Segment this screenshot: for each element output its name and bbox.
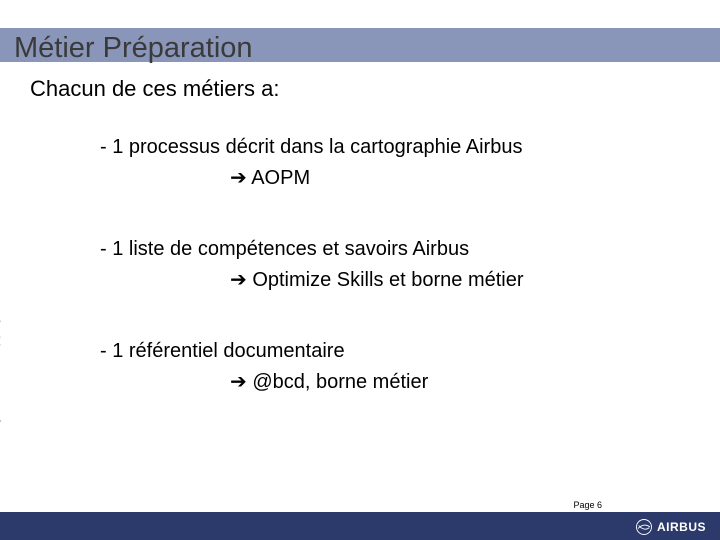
copyright-vertical: © AIRBUS FRANCE S.A.S. All rights reserv…	[0, 293, 2, 500]
page-number: Page 6	[573, 500, 602, 510]
bullet-3-arrow: ➔ @bcd, borne métier	[100, 369, 660, 394]
body-area: - 1 processus décrit dans la cartographi…	[100, 136, 660, 394]
bullet-block-3: - 1 référentiel documentaire ➔ @bcd, bor…	[100, 340, 660, 394]
bullet-block-2: - 1 liste de compétences et savoirs Airb…	[100, 238, 660, 292]
bullet-1-arrow: ➔ AOPM	[100, 165, 660, 190]
bullet-block-1: - 1 processus décrit dans la cartographi…	[100, 136, 660, 190]
slide-title: Métier Préparation	[14, 32, 253, 65]
bullet-3-text: - 1 référentiel documentaire	[100, 340, 660, 363]
slide-subtitle: Chacun de ces métiers a:	[30, 76, 279, 102]
bullet-2-text: - 1 liste de compétences et savoirs Airb…	[100, 238, 660, 261]
title-band: Métier Préparation	[0, 28, 720, 62]
bullet-1-text: - 1 processus décrit dans la cartographi…	[100, 136, 660, 159]
logo-text: AIRBUS	[657, 520, 706, 534]
slide: Métier Préparation Chacun de ces métiers…	[0, 0, 720, 540]
bullet-2-arrow: ➔ Optimize Skills et borne métier	[100, 267, 660, 292]
logo: AIRBUS	[635, 518, 706, 536]
footer-bar: AIRBUS	[0, 512, 720, 540]
airbus-swirl-icon	[635, 518, 653, 536]
